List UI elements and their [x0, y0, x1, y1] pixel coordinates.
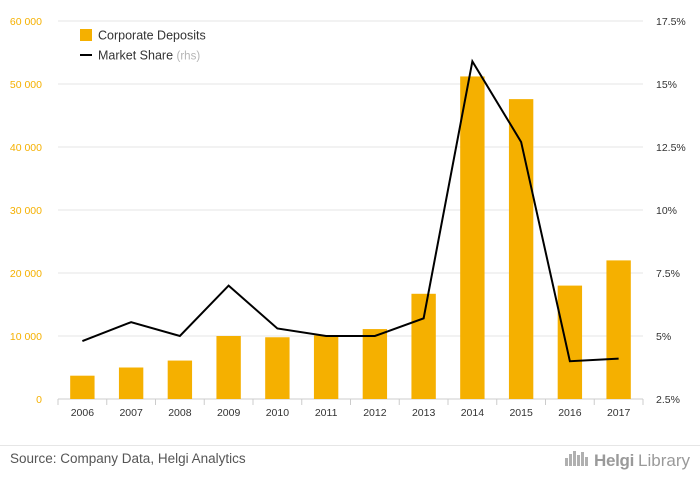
x-tick-label: 2014 — [461, 407, 485, 419]
y-left-tick-label: 60 000 — [10, 16, 42, 28]
y-left-tick-label: 50 000 — [10, 79, 42, 91]
legend-label-rhs-suffix: (rhs) — [177, 51, 201, 63]
bar-2009 — [216, 336, 241, 399]
y-right-tick-label: 12.5% — [656, 142, 686, 154]
x-tick-label: 2015 — [509, 407, 533, 419]
market-share-line — [82, 58, 619, 363]
bar-2007 — [118, 367, 144, 399]
bar-2006 — [70, 375, 95, 399]
x-tick-label: 2007 — [119, 407, 143, 419]
x-tick-label: 2008 — [168, 407, 192, 419]
y-left-tick-label: 20 000 — [10, 268, 42, 280]
x-tick-label: 2010 — [266, 407, 290, 419]
legend-label-market-share: Market Share (rhs) — [98, 49, 200, 63]
x-tick-label: 2009 — [217, 407, 241, 419]
legend-label-deposits: Corporate Deposits — [98, 29, 206, 43]
y-right-tick-label: 5% — [656, 331, 671, 343]
brand-name-light: Library — [638, 450, 690, 470]
city-skyline-icon — [564, 449, 590, 472]
y-left-tick-label: 10 000 — [10, 331, 42, 343]
combo-chart: 0 10 000 20 000 30 000 40 000 50 000 60 000 2.5… — [10, 16, 686, 419]
x-tick-label: 2006 — [71, 407, 95, 419]
y-right-tick-label: 15% — [656, 79, 677, 91]
source-note: Source: Company Data, Helgi Analytics — [10, 451, 246, 466]
x-tick-label: 2016 — [558, 407, 582, 419]
legend-swatch-deposits — [80, 29, 92, 41]
bar-2015 — [508, 99, 534, 400]
y-right-tick-label: 7.5% — [656, 268, 680, 280]
x-tick-label: 2012 — [363, 407, 387, 419]
y-right-tick-label: 10% — [656, 205, 677, 217]
y-right-tick-label: 2.5% — [656, 394, 680, 406]
bar-2010 — [265, 337, 290, 399]
bar-2013 — [411, 293, 436, 399]
y-right-tick-label: 17.5% — [656, 16, 686, 28]
brand-logo[interactable]: Helgi Library — [564, 449, 690, 472]
x-tick-label: 2013 — [412, 407, 436, 419]
x-tick-label: 2017 — [607, 407, 631, 419]
bar-2011 — [313, 335, 339, 399]
bar-2016 — [557, 285, 583, 399]
chart-area: 0 10 000 20 000 30 000 40 000 50 000 60 000 2.5… — [10, 16, 686, 419]
bar-2012 — [362, 329, 388, 399]
y-left-tick-label: 30 000 — [10, 205, 42, 217]
y-left-tick-label: 0 — [36, 394, 42, 406]
brand-name-bold: Helgi — [593, 450, 635, 470]
bar-2017 — [606, 260, 631, 399]
y-left-tick-label: 40 000 — [10, 142, 42, 154]
bar-2008 — [167, 360, 193, 399]
bar-2014 — [460, 76, 485, 399]
footer: Source: Company Data, Helgi Analytics He… — [0, 445, 700, 484]
x-tick-label: 2011 — [315, 407, 338, 419]
